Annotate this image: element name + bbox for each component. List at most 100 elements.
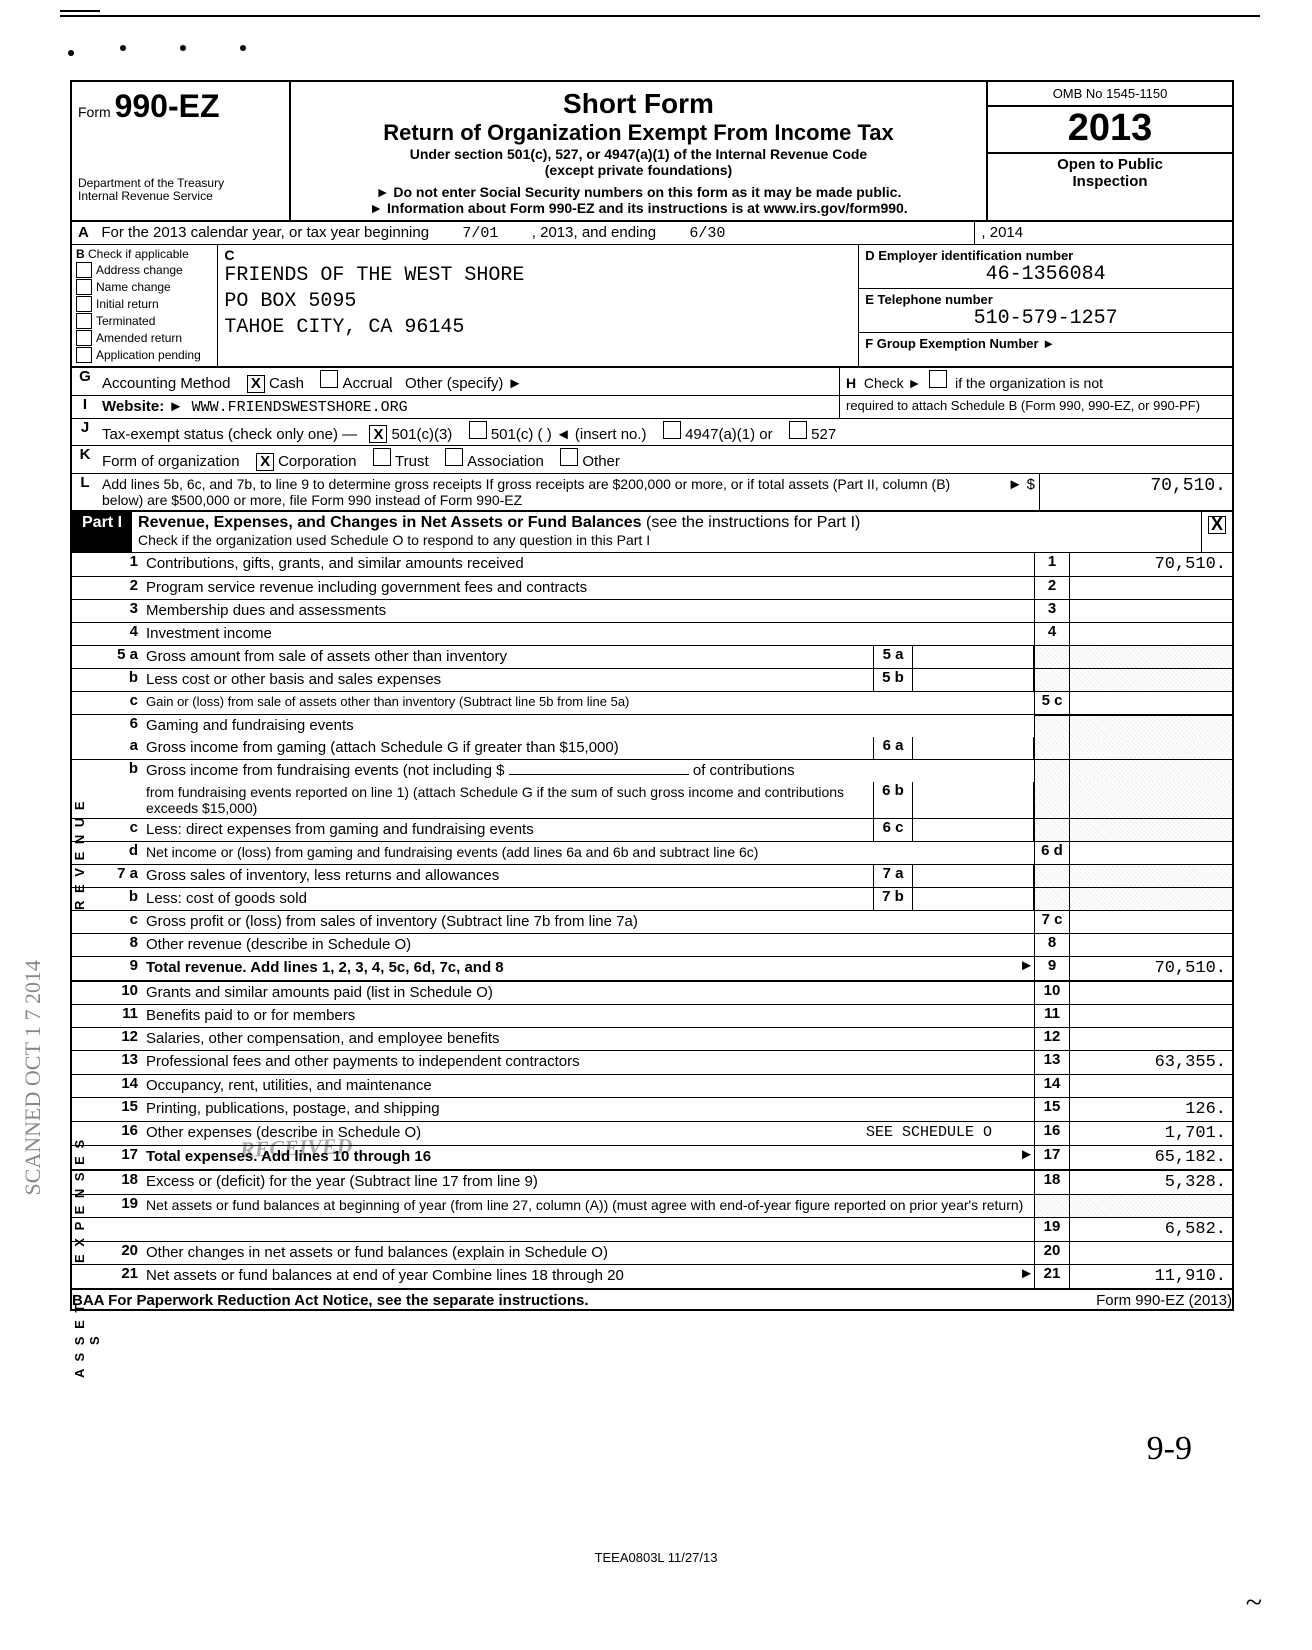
h-text: if the organization is not — [955, 375, 1103, 391]
checkbox-trust[interactable] — [373, 448, 391, 466]
part-i-checkbox[interactable]: X — [1201, 512, 1232, 552]
line-colnum: 8 — [1034, 934, 1070, 956]
line-value — [1070, 1005, 1232, 1027]
checkbox-accrual[interactable] — [320, 370, 338, 388]
shade — [1034, 646, 1070, 668]
header-mid: Short Form Return of Organization Exempt… — [291, 82, 988, 220]
checkbox-icon — [76, 279, 92, 295]
mini-num: 6 c — [873, 819, 913, 841]
part-i-header: Part I Revenue, Expenses, and Changes in… — [72, 512, 1232, 553]
line-19-value: 19 6,582. — [72, 1218, 1232, 1242]
line-value: 126. — [1070, 1098, 1232, 1121]
line-desc: Gaming and fundraising events — [144, 715, 1034, 737]
shade — [1034, 669, 1070, 691]
g-content: Accounting Method XCash Accrual Other (s… — [98, 368, 839, 395]
mini-num: 6 b — [873, 782, 913, 818]
header-left: Form 990-EZ Department of the Treasury I… — [72, 82, 291, 220]
text: of contributions — [693, 762, 795, 779]
part-i-sub: Check if the organization used Schedule … — [138, 532, 650, 548]
line-number: 8 — [98, 934, 144, 956]
lbl-4947a1: 4947(a)(1) or — [685, 426, 773, 443]
col-b: B Check if applicable Address change Nam… — [72, 245, 218, 366]
handwritten-note: 9-9 — [1147, 1430, 1192, 1468]
line-colnum: 19 — [1034, 1218, 1070, 1241]
line-colnum: 9 — [1034, 957, 1070, 980]
row-f-group-exemption: F Group Exemption Number ► — [859, 333, 1232, 353]
shade — [1070, 888, 1232, 910]
line-20: 20 Other changes in net assets or fund b… — [72, 1242, 1232, 1265]
form-number-value: 990-EZ — [115, 88, 220, 124]
subtitle-code: Under section 501(c), 527, or 4947(a)(1)… — [297, 146, 980, 162]
line-number: b — [98, 888, 144, 910]
checkbox-icon — [76, 347, 92, 363]
checkbox-other[interactable] — [560, 448, 578, 466]
line-number — [98, 1218, 144, 1241]
line-number: 14 — [98, 1075, 144, 1097]
mini-val — [913, 669, 1034, 691]
shade — [1034, 865, 1070, 887]
arrow-icon: ► — [1014, 1265, 1034, 1288]
mini-val — [913, 737, 1034, 759]
chk-amended-return[interactable]: Amended return — [76, 330, 213, 346]
checkbox-association[interactable] — [445, 448, 463, 466]
line-desc: Less cost or other basis and sales expen… — [144, 669, 873, 691]
lbl-accrual: Accrual — [342, 375, 392, 392]
chk-terminated[interactable]: Terminated — [76, 313, 213, 329]
row-i-website: I Website: ► WWW.FRIENDSWESTSHORE.ORG re… — [72, 396, 1232, 419]
checkbox-h[interactable] — [929, 370, 947, 388]
line-number: 4 — [98, 623, 144, 645]
checkbox-501c[interactable] — [469, 421, 487, 439]
d-lead: D — [865, 248, 874, 263]
checkbox-527[interactable] — [789, 421, 807, 439]
open-line-2: Inspection — [988, 173, 1232, 190]
chk-name-change[interactable]: Name change — [76, 279, 213, 295]
line-desc: from fundraising events reported on line… — [144, 782, 873, 818]
checkbox-corporation[interactable]: X — [256, 453, 274, 471]
line-value: 70,510. — [1070, 957, 1232, 980]
form-label: Form — [78, 104, 111, 120]
arrow-icon: ► $ — [991, 474, 1039, 510]
title-short-form: Short Form — [297, 88, 980, 120]
line-7b: b Less: cost of goods sold 7 b — [72, 888, 1232, 911]
line-10: 10 Grants and similar amounts paid (list… — [72, 982, 1232, 1005]
chk-application-pending[interactable]: Application pending — [76, 347, 213, 363]
line-7a: 7 a Gross sales of inventory, less retur… — [72, 865, 1232, 888]
line-number: 3 — [98, 600, 144, 622]
shade — [1070, 782, 1232, 818]
blank-line — [509, 774, 689, 775]
line-number: b — [98, 760, 144, 782]
line-value — [1070, 934, 1232, 956]
line-colnum: 20 — [1034, 1242, 1070, 1264]
h-lead: H — [846, 375, 856, 391]
line-colnum: 11 — [1034, 1005, 1070, 1027]
line-colnum: 18 — [1034, 1171, 1070, 1194]
line-2: 2 Program service revenue including gove… — [72, 577, 1232, 600]
line-9-total-revenue: 9 Total revenue. Add lines 1, 2, 3, 4, 5… — [72, 957, 1232, 982]
chk-address-change[interactable]: Address change — [76, 262, 213, 278]
line-5b: b Less cost or other basis and sales exp… — [72, 669, 1232, 692]
chk-initial-return[interactable]: Initial return — [76, 296, 213, 312]
row-k-form-of-org: K Form of organization XCorporation Trus… — [72, 446, 1232, 474]
line-desc: Benefits paid to or for members — [144, 1005, 1034, 1027]
line-desc: Gross sales of inventory, less returns a… — [144, 865, 873, 887]
checkbox-501c3[interactable]: X — [369, 425, 387, 443]
mini-num: 5 a — [873, 646, 913, 668]
lbl-other: Other (specify) ► — [405, 375, 522, 392]
scan-dot — [120, 45, 126, 51]
mini-num: 6 a — [873, 737, 913, 759]
j-content: Tax-exempt status (check only one) — X50… — [98, 419, 1232, 446]
line-desc: Net income or (loss) from gaming and fun… — [144, 842, 1034, 864]
footer-code: TEEA0803L 11/27/13 — [0, 1550, 1312, 1565]
line-value — [1070, 842, 1232, 864]
checkbox-cash[interactable]: X — [247, 375, 265, 393]
line-colnum: 21 — [1034, 1265, 1070, 1288]
line-value — [1070, 623, 1232, 645]
line-colnum: 4 — [1034, 623, 1070, 645]
subtitle-info: ► Information about Form 990-EZ and its … — [297, 200, 980, 216]
line-desc: Total revenue. Add lines 1, 2, 3, 4, 5c,… — [144, 957, 1014, 980]
row-a-mid: , 2013, and ending — [532, 224, 656, 241]
checkbox-4947a1[interactable] — [663, 421, 681, 439]
signature-squiggle: ~ — [1246, 1586, 1262, 1620]
line-colnum: 3 — [1034, 600, 1070, 622]
line-value — [1070, 600, 1232, 622]
